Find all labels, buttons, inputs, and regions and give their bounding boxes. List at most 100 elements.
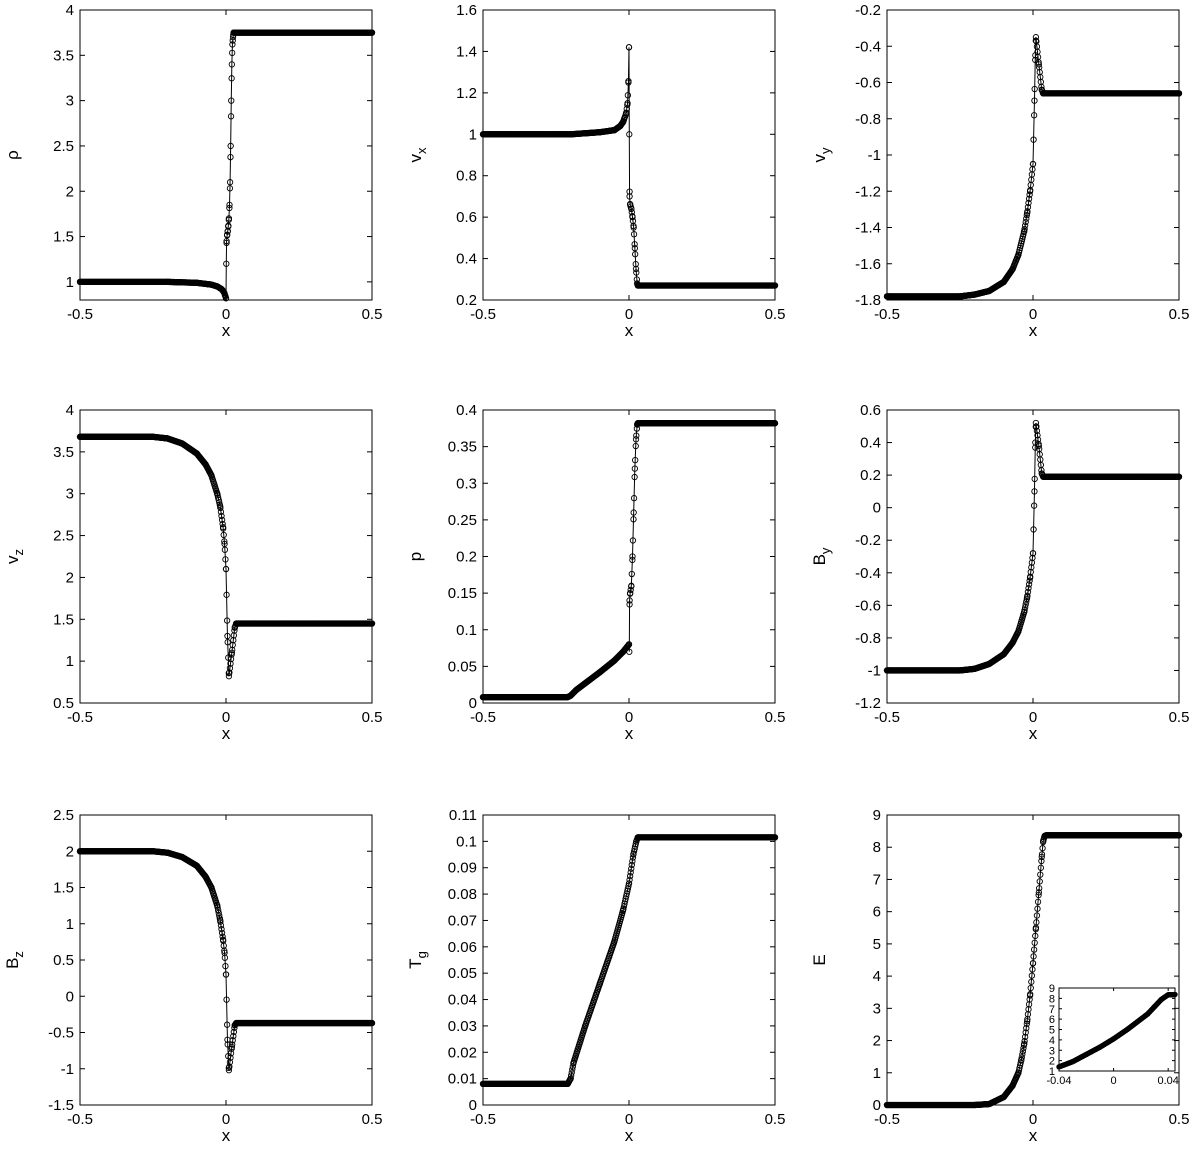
data-point [1035,891,1042,899]
data-point [1023,598,1030,605]
data-point [629,858,636,865]
data-point [627,869,634,876]
panel-vy: -1.8-1.6-1.4-1.2-1-0.8-0.6-0.4-0.2-0.5 0 0… [810,2,1189,340]
data-point [223,617,231,624]
y-tick-label: 0 [66,988,74,1005]
data-point [632,260,639,268]
y-tick-label: 0.2 [456,292,477,309]
x-axis-label: x [1029,321,1038,340]
data-point [1019,1048,1027,1055]
data-point [1030,502,1038,509]
y-tick-label: -0.6 [855,597,881,614]
y-tick-label: 3 [873,1000,881,1017]
data-point [1033,919,1040,926]
data-point [229,41,236,48]
data-point [633,432,640,439]
data-point [230,1032,237,1040]
data-point [229,49,236,57]
data-point [628,861,635,869]
x-tick-label: -0.5 [67,306,93,323]
data-point [626,188,633,195]
plot-frame [482,814,776,1106]
data-point [631,465,638,472]
data-point [1029,966,1036,973]
data-point [219,933,226,940]
data-point [1019,1051,1026,1058]
data-point [632,251,639,258]
y-tick-label: 2.5 [53,807,74,824]
y-tick-label: 0.5 [53,695,74,712]
data-point [1027,984,1034,992]
y-tick-label: 1.4 [456,43,477,60]
x-tick-label: -0.5 [470,1111,496,1128]
y-tick-label: 2.5 [53,528,74,545]
data-point [628,570,635,578]
data-point [1033,427,1041,435]
data-point [630,224,637,231]
data-point [1034,898,1042,906]
data-point [626,872,634,880]
data-point [1035,442,1042,449]
x-axis-label: x [222,724,231,743]
series-line [887,422,1179,671]
data-point [624,100,631,107]
data-point [1031,939,1038,946]
data-point [1023,1025,1030,1032]
data-point [1026,577,1033,584]
data-point [628,865,635,872]
data-point [1029,160,1037,168]
data-point [1025,195,1033,202]
y-tick-label: 1 [469,126,477,143]
y-tick-label: -0.4 [855,565,881,582]
y-tick-label: 0 [873,500,881,517]
data-point [1031,488,1038,495]
x-tick-label: 0.5 [765,306,786,323]
data-point [1027,573,1034,580]
data-point [221,546,229,553]
x-tick-label: 0.5 [362,1111,383,1128]
y-tick-label: 0.02 [448,1044,477,1061]
data-point [227,113,235,120]
data-point [1023,211,1030,219]
data-point [626,597,633,604]
data-point [224,639,231,646]
y-axis-label: vy [810,147,833,163]
data-point [226,1059,234,1066]
x-axis-label: x [222,321,231,340]
data-point [1036,885,1043,892]
data-point [1032,932,1039,940]
x-tick-label: 0 [222,1111,230,1128]
x-tick-label: 0 [222,709,230,726]
y-axis-label: E [810,954,829,965]
panel-Tg: 00.010.020.030.040.050.060.070.080.090.1… [406,807,785,1145]
y-tick-label: 0.04 [448,992,477,1009]
data-point [229,1037,236,1044]
data-point [221,954,229,961]
data-point [1036,64,1043,71]
y-tick-label: 0.4 [456,251,477,268]
data-point [1037,871,1044,878]
data-point [625,641,632,649]
data-point [1023,1020,1030,1027]
x-tick-label: -0.5 [67,1111,93,1128]
data-point [1039,845,1046,852]
x-tick-label: 0.5 [765,709,786,726]
y-tick-label: -0.5 [48,1025,74,1042]
data-point [631,245,638,252]
y-axis-label: p [406,552,425,561]
y-tick-label: 0 [469,1097,477,1114]
data-point [1032,37,1039,44]
y-tick-label: 8 [873,839,881,856]
data-point [1029,550,1037,557]
y-tick-label: -1.4 [855,220,881,237]
data-point [626,648,633,655]
data-point [1030,946,1038,953]
y-tick-label: 0.15 [448,585,477,602]
y-tick-label: -1 [868,662,881,679]
data-point [1029,554,1036,562]
y-tick-label: 4 [66,2,74,19]
data-point [1027,991,1034,998]
data-point [1031,97,1038,104]
y-tick-label: 5 [873,936,881,953]
data-point [221,538,228,545]
